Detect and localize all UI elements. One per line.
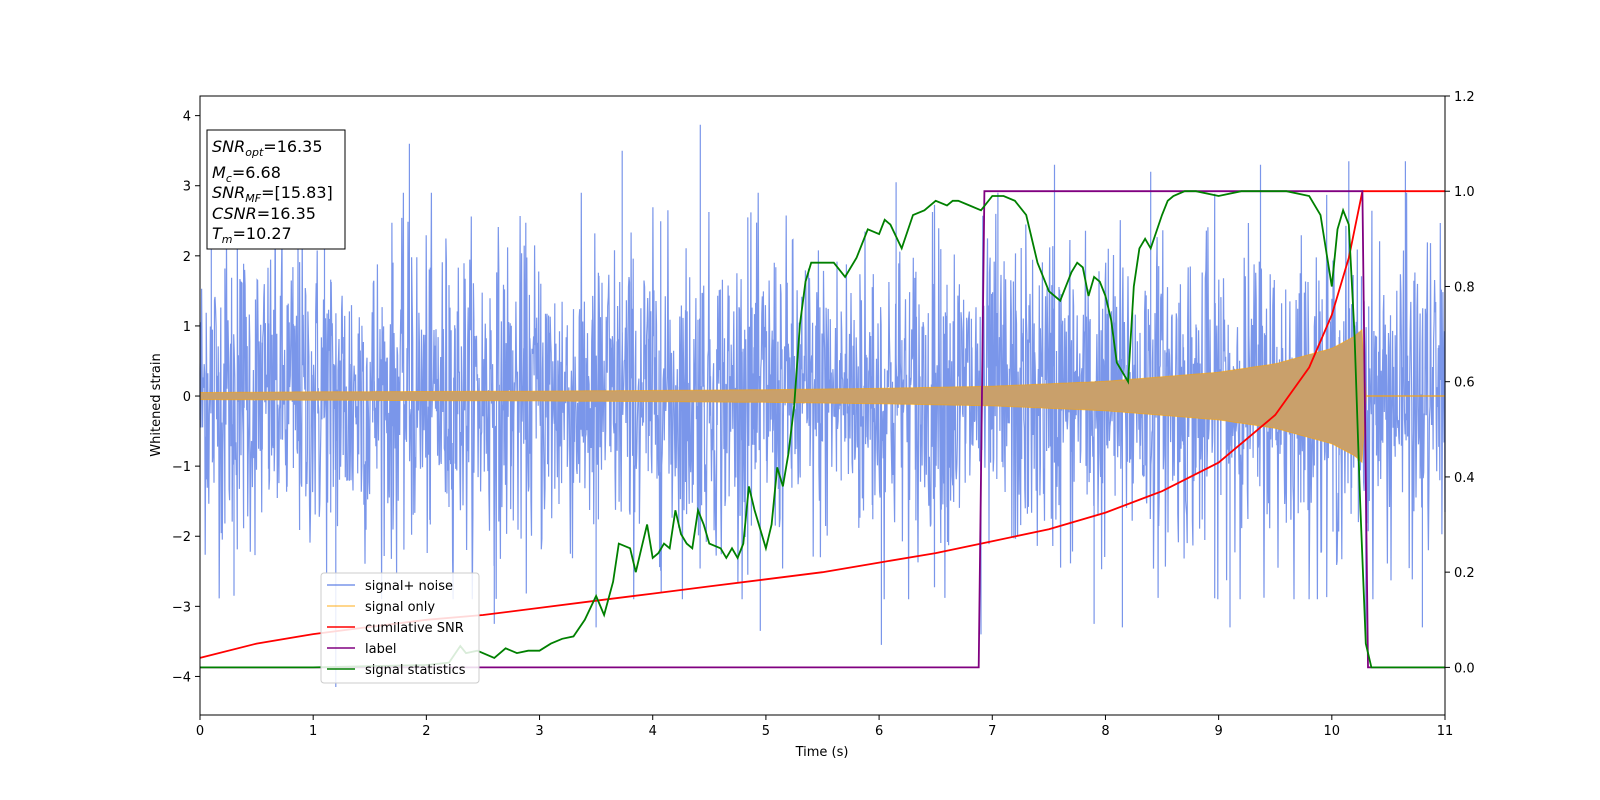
annotation-line-mc: Mc=6.68: [212, 163, 281, 185]
x-tick-label: 6: [875, 724, 883, 739]
x-tick-label: 0: [196, 724, 204, 739]
y2-tick-label: 1.2: [1454, 90, 1475, 105]
legend-label-signal-noise: signal+ noise: [365, 579, 453, 594]
y-tick-label: −1: [172, 460, 191, 475]
x-tick-label: 1: [309, 724, 317, 739]
y-tick-label: 3: [183, 180, 191, 195]
y-tick-label: −3: [172, 600, 191, 615]
legend-label-signal-statistics: signal statistics: [365, 663, 466, 678]
y2-tick-label: 0.0: [1454, 661, 1475, 676]
x-tick-label: 8: [1101, 724, 1109, 739]
axes-ticks: 0 1 2 3 4 5 6 7 8 9 10 11 −4 −3 −2 −1 0 1 2 3 4 0.0 0.2 0.4 0.6 0…: [172, 90, 1475, 739]
y2-tick-label: 0.2: [1454, 566, 1475, 581]
y-tick-label: −4: [172, 670, 191, 685]
y2-tick-label: 0.8: [1454, 280, 1475, 295]
plot-frame: [199, 95, 1446, 716]
legend-label-label: label: [365, 642, 396, 657]
x-tick-label: 9: [1214, 724, 1222, 739]
y-axis-label: Whitened strain: [149, 353, 164, 456]
x-tick-label: 5: [762, 724, 770, 739]
y-tick-label: 4: [183, 110, 191, 125]
legend-item-signal-only: signal only: [327, 600, 435, 615]
snr-annotation-box: SNRopt=16.35 Mc=6.68 SNRMF=[15.83] CSNR=…: [206, 129, 346, 250]
y-tick-label: 0: [183, 390, 191, 405]
y2-tick-label: 1.0: [1454, 185, 1475, 200]
legend-item-signal-noise: signal+ noise: [327, 579, 453, 594]
x-tick-label: 10: [1324, 724, 1341, 739]
x-tick-label: 7: [988, 724, 996, 739]
x-axis-label: Time (s): [795, 745, 849, 760]
annotation-line-snr-mf: SNRMF=[15.83]: [212, 183, 333, 205]
x-tick-label: 4: [649, 724, 657, 739]
y2-tick-label: 0.4: [1454, 471, 1475, 486]
y-tick-label: 1: [183, 320, 191, 335]
annotation-line-snr-opt: SNRopt=16.35: [212, 137, 323, 159]
x-tick-label: 11: [1437, 724, 1454, 739]
legend-item-label: label: [327, 642, 396, 657]
x-tick-label: 3: [535, 724, 543, 739]
y-tick-label: −2: [172, 530, 191, 545]
legend-item-cumulative-snr: cumilative SNR: [327, 621, 464, 636]
legend-label-signal-only: signal only: [365, 600, 435, 615]
y-tick-label: 2: [183, 250, 191, 265]
series-signal-statistics: [200, 190, 1445, 669]
annotation-line-tm: Tm=10.27: [212, 224, 292, 246]
legend-item-signal-statistics: signal statistics: [327, 663, 466, 678]
legend-label-cumulative-snr: cumilative SNR: [365, 621, 464, 636]
x-tick-label: 2: [422, 724, 430, 739]
y2-tick-label: 0.6: [1454, 376, 1475, 391]
annotation-line-csnr: CSNR=16.35: [212, 204, 316, 223]
legend: signal+ noise signal only cumilative SNR…: [320, 572, 480, 684]
